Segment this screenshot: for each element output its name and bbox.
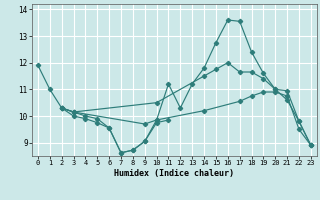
X-axis label: Humidex (Indice chaleur): Humidex (Indice chaleur) (115, 169, 234, 178)
